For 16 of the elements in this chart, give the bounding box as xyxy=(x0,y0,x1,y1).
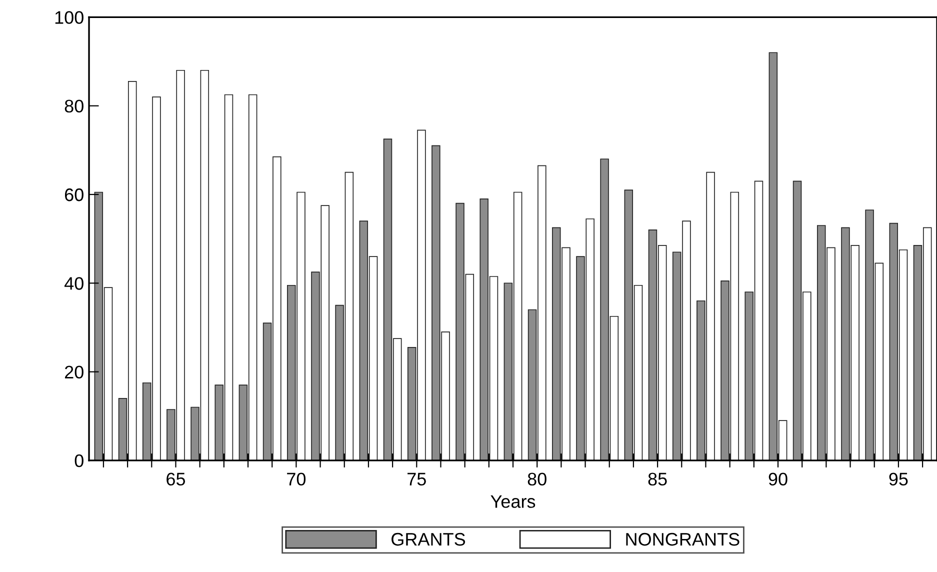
x-tick-label: 80 xyxy=(528,472,546,486)
x-tick-label: 85 xyxy=(648,472,667,486)
x-tick-label: 75 xyxy=(408,472,426,486)
y-tick-label: 20 xyxy=(64,366,84,379)
legend-label: NONGRANTS xyxy=(626,532,740,546)
text: GRANTS xyxy=(392,532,466,546)
x-axis-title: Years xyxy=(490,495,536,508)
y-tick-label: 100 xyxy=(55,11,84,24)
y-tick-label: 0 xyxy=(74,454,84,468)
x-tick-label: 65 xyxy=(166,472,186,486)
y-tick-label: 40 xyxy=(64,277,84,290)
y-tick-label: 80 xyxy=(64,100,84,113)
x-tick-label: 70 xyxy=(287,472,306,486)
y-tick-label: 60 xyxy=(64,188,84,202)
x-tick-label: 90 xyxy=(768,472,788,486)
x-tick-label: 95 xyxy=(889,472,908,486)
